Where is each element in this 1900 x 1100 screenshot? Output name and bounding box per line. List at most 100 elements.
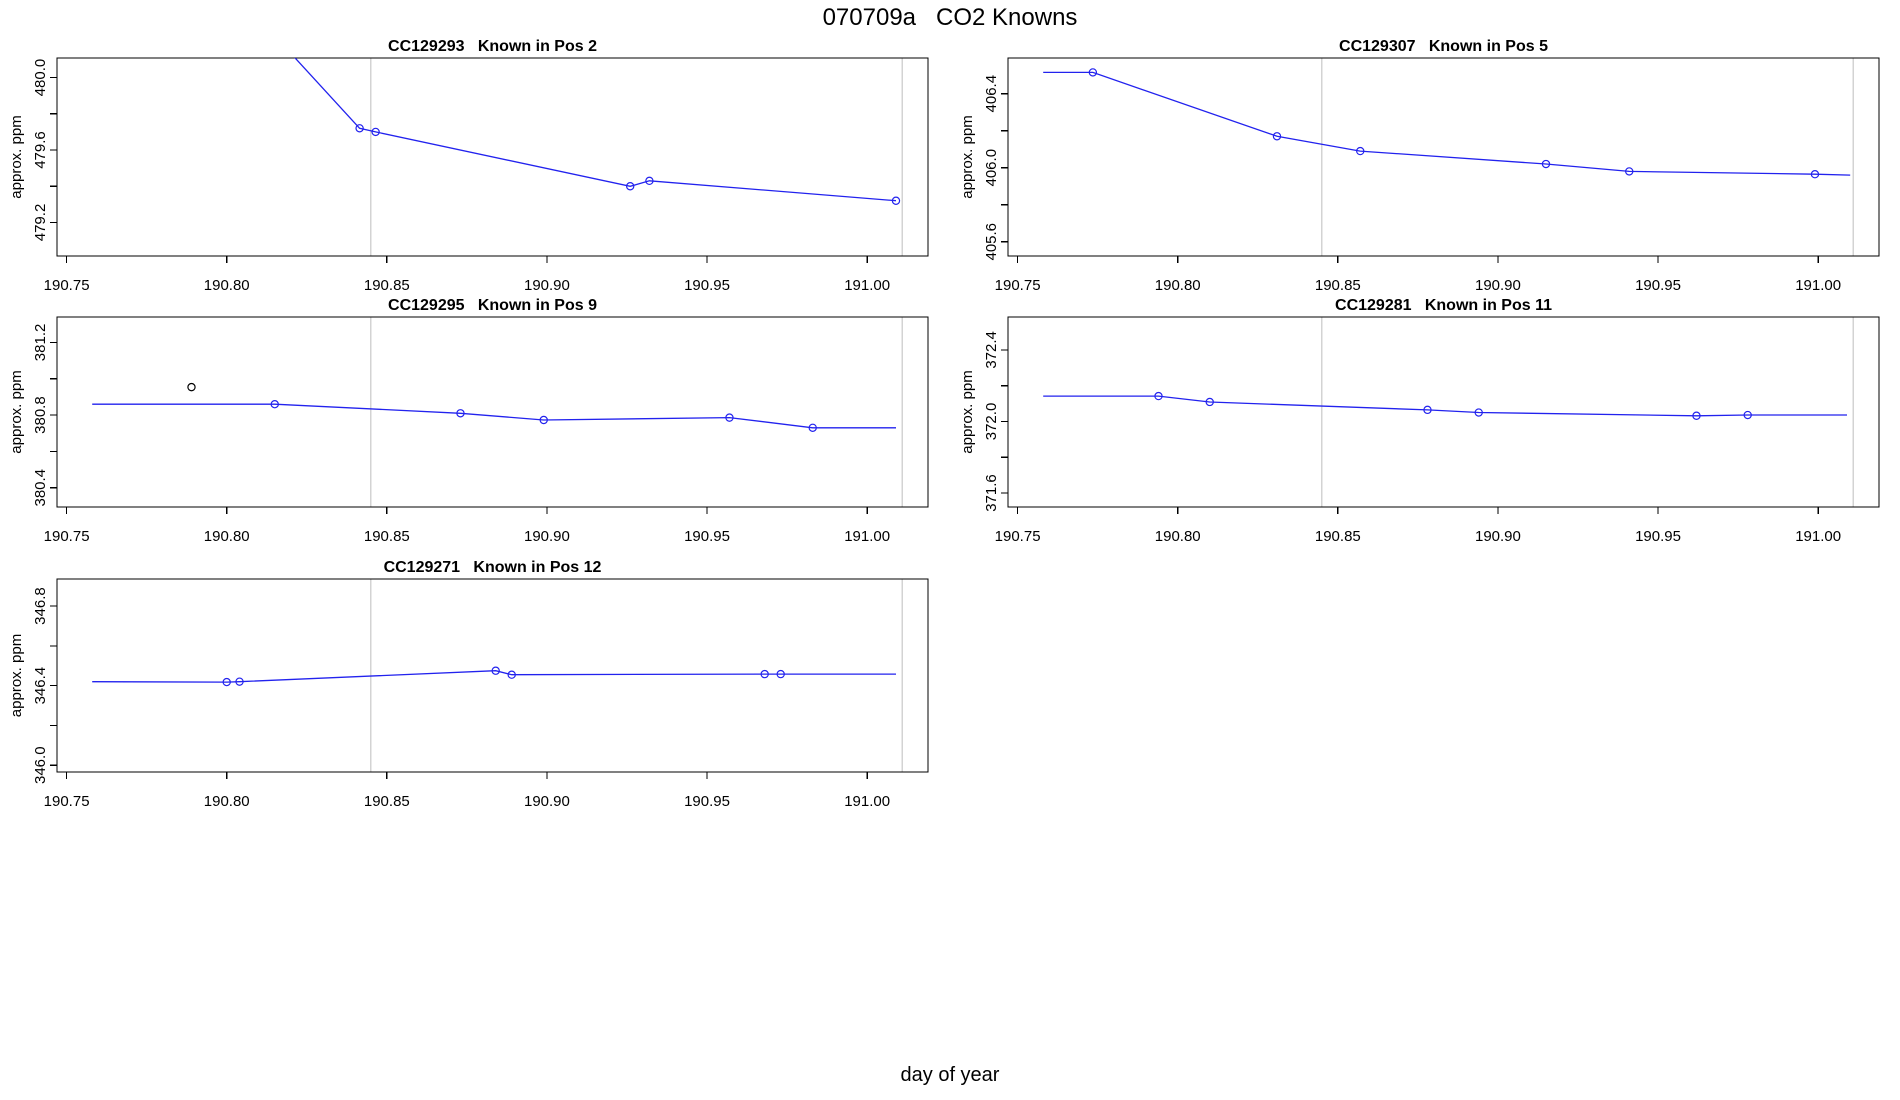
x-tick-label: 190.95: [1635, 277, 1681, 294]
data-point: [1272, 132, 1282, 141]
x-tick-label: 190.95: [684, 277, 730, 294]
x-tick-label: 190.85: [364, 528, 410, 545]
data-point: [507, 670, 516, 679]
x-tick-label: 190.75: [44, 528, 90, 545]
data-point: [645, 176, 654, 186]
y-tick-label: 380.4: [32, 469, 49, 507]
x-tick-label: 191.00: [1795, 528, 1841, 545]
x-tick-label: 190.75: [44, 277, 90, 294]
subplot-CC129295: 190.75 190.80 190.85 190.90 190.95 191.00 380.…: [8, 297, 929, 545]
x-tick-label: 190.75: [995, 528, 1041, 545]
x-tick-label: 190.75: [44, 793, 90, 810]
data-point: [725, 413, 734, 422]
y-tick-label: 381.2: [32, 324, 49, 362]
x-tick-label: 191.00: [844, 528, 890, 545]
x-tick-label: 190.95: [1635, 528, 1681, 545]
data-point: [1541, 159, 1551, 169]
data-line: [92, 403, 896, 429]
plot-frame: [1007, 57, 1880, 257]
figure-title: 070709a CO2 Knowns: [822, 4, 1078, 31]
y-axis-label: approx. ppm: [8, 115, 25, 198]
x-tick-label: 190.80: [1155, 528, 1201, 545]
x-tick-label: 190.95: [684, 793, 730, 810]
subplot-title: CC129307 Known in Pos 5: [1339, 38, 1548, 55]
x-tick-label: 190.85: [364, 277, 410, 294]
y-tick-label: 479.2: [32, 204, 49, 242]
data-point: [808, 423, 817, 433]
data-point: [1625, 167, 1634, 176]
plot-frame: [56, 57, 929, 257]
y-tick-label: 380.8: [32, 396, 49, 434]
subplot-title: CC129281 Known in Pos 11: [1335, 297, 1552, 314]
x-tick-label: 190.85: [1315, 528, 1361, 545]
y-tick-label: 371.6: [983, 474, 1000, 512]
subplot-CC129293: 190.75 190.80 190.85 190.90 190.95 191.00 479.…: [8, 38, 929, 294]
data-point: [1810, 170, 1820, 179]
data-point: [1205, 397, 1214, 407]
data-point: [235, 677, 244, 686]
x-tick-label: 190.95: [684, 528, 730, 545]
data-point: [491, 666, 500, 675]
y-tick-label: 406.4: [983, 75, 1000, 113]
x-tick-label: 190.90: [524, 528, 570, 545]
data-point: [776, 669, 785, 679]
data-point: [1743, 410, 1752, 420]
data-point: [270, 399, 279, 409]
data-point: [1423, 405, 1432, 415]
plot-frame: [56, 578, 929, 773]
data-point: [1692, 411, 1701, 420]
data-point: [1154, 391, 1163, 401]
y-tick-label: 346.8: [32, 587, 49, 625]
y-tick-label: 372.4: [983, 331, 1000, 369]
y-axis-label: approx. ppm: [8, 370, 25, 453]
data-point: [1474, 408, 1483, 417]
data-line: [1043, 395, 1847, 417]
x-tick-label: 190.90: [524, 793, 570, 810]
y-tick-label: 406.0: [983, 149, 1000, 187]
subplot-title: CC129271 Known in Pos 12: [384, 559, 602, 576]
plot-frame: [56, 316, 929, 508]
x-tick-label: 190.85: [1315, 277, 1361, 294]
y-axis-label: approx. ppm: [959, 115, 976, 198]
x-tick-label: 190.80: [1155, 277, 1201, 294]
outlier-point: [187, 382, 196, 392]
data-point: [456, 409, 465, 418]
data-line: [294, 58, 897, 202]
data-line: [1043, 71, 1851, 176]
data-point: [1088, 68, 1098, 77]
data-point: [371, 127, 380, 137]
y-tick-label: 346.4: [32, 667, 49, 705]
x-tick-label: 190.80: [204, 277, 250, 294]
data-point: [625, 182, 635, 191]
y-tick-label: 346.0: [32, 746, 49, 784]
x-tick-label: 190.90: [524, 277, 570, 294]
data-point: [891, 196, 901, 205]
y-axis-label: approx. ppm: [959, 370, 976, 453]
y-tick-label: 405.6: [983, 223, 1000, 261]
y-tick-label: 479.6: [32, 131, 49, 169]
data-point: [222, 677, 231, 687]
subplot-title: CC129293 Known in Pos 2: [388, 38, 597, 55]
y-axis-label: approx. ppm: [8, 634, 25, 717]
x-tick-label: 190.80: [204, 793, 250, 810]
data-line: [92, 670, 896, 683]
data-point: [760, 669, 769, 679]
subplot-CC129281: 190.75 190.80 190.85 190.90 190.95 191.00 371.…: [959, 297, 1880, 545]
x-tick-label: 190.80: [204, 528, 250, 545]
subplot-title: CC129295 Known in Pos 9: [388, 297, 597, 314]
x-axis-title: day of year: [900, 1064, 1000, 1086]
data-point: [1356, 146, 1365, 156]
x-tick-label: 191.00: [844, 277, 890, 294]
plot-frame: [1007, 316, 1880, 508]
y-tick-label: 480.0: [32, 59, 49, 97]
x-tick-label: 191.00: [1795, 277, 1841, 294]
data-point: [539, 415, 548, 425]
x-tick-label: 191.00: [844, 793, 890, 810]
x-tick-label: 190.85: [364, 793, 410, 810]
x-tick-label: 190.90: [1475, 528, 1521, 545]
subplot-CC129307: 190.75 190.80 190.85 190.90 190.95 191.00 405.…: [959, 38, 1880, 294]
subplot-CC129271: 190.75 190.80 190.85 190.90 190.95 191.00 346.…: [8, 559, 929, 810]
data-point: [355, 124, 364, 133]
x-tick-label: 190.75: [995, 277, 1041, 294]
